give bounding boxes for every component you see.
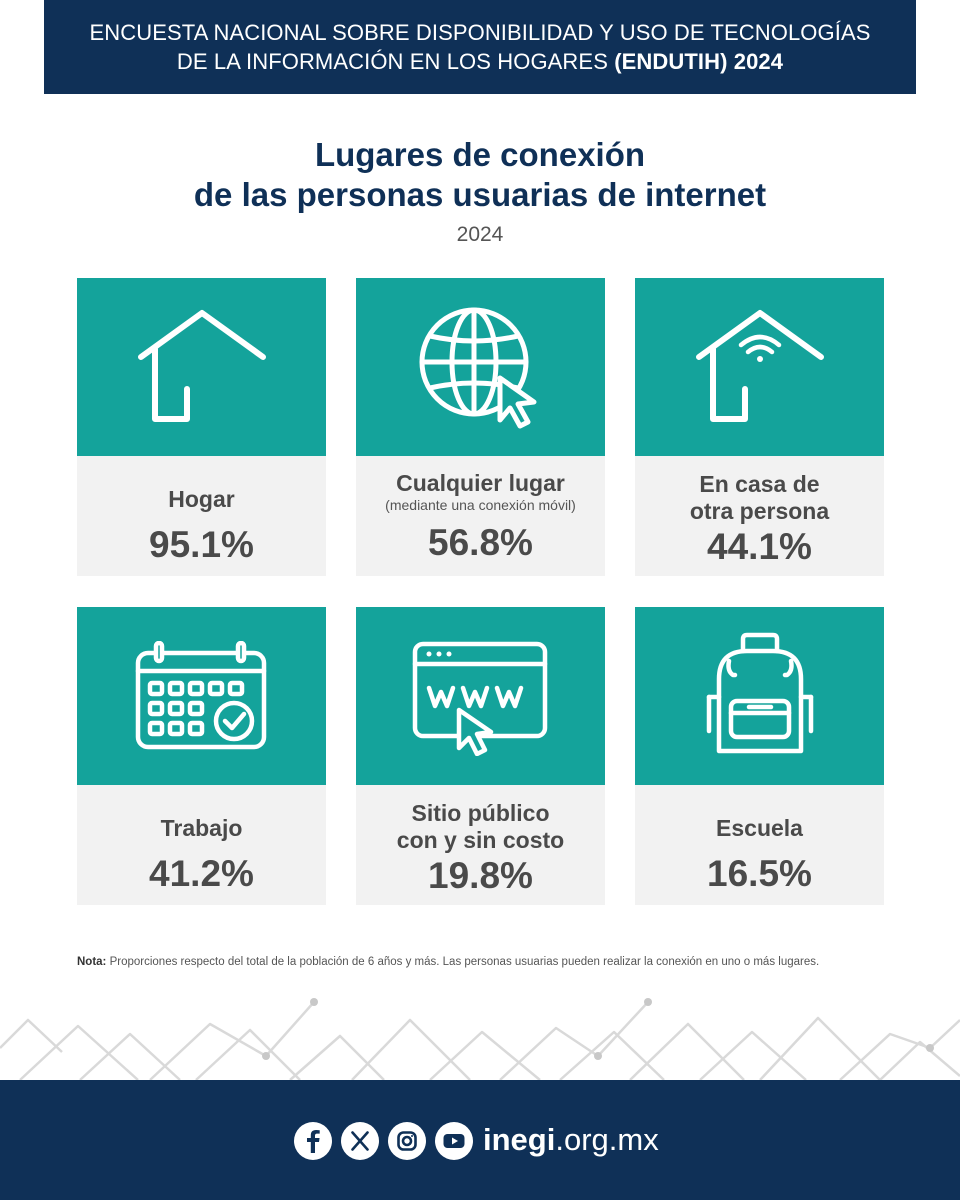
title-line-2: de las personas usuarias de internet bbox=[193, 176, 767, 213]
card-hogar: Hogar 95.1% bbox=[77, 278, 326, 576]
banner-line-2-bold: (ENDUTIH) 2024 bbox=[614, 49, 784, 74]
card-label: Trabajo bbox=[160, 815, 243, 841]
card-value: 41.2% bbox=[149, 853, 254, 894]
banner-line-1: ENCUESTA NACIONAL SOBRE DISPONIBILIDAD Y… bbox=[89, 20, 871, 45]
card-cualquier-lugar: Cualquier lugar (mediante una conexión m… bbox=[356, 278, 605, 576]
card-icon-box bbox=[77, 607, 326, 785]
x-icon[interactable] bbox=[341, 1122, 379, 1160]
card-label-box: Escuela 16.5% bbox=[635, 785, 884, 905]
page-title: Lugares de conexión de las personas usua… bbox=[0, 135, 960, 215]
card-value: 56.8% bbox=[428, 522, 533, 563]
card-value: 16.5% bbox=[707, 853, 812, 894]
website-link[interactable]: inegi.org.mx bbox=[483, 1120, 659, 1160]
card-escuela: Escuela 16.5% bbox=[635, 607, 884, 905]
card-value: 44.1% bbox=[707, 526, 812, 567]
website-domain-rest: .org.mx bbox=[555, 1122, 659, 1157]
banner-line-2-regular: DE LA INFORMACIÓN EN LOS HOGARES bbox=[176, 49, 615, 74]
instagram-icon[interactable] bbox=[388, 1122, 426, 1160]
globe-cursor-icon bbox=[419, 307, 536, 429]
footnote-prefix: Nota: bbox=[77, 956, 107, 968]
card-label: Hogar bbox=[168, 486, 235, 512]
title-line-1: Lugares de conexión bbox=[314, 136, 646, 173]
survey-banner: ENCUESTA NACIONAL SOBRE DISPONIBILIDAD Y… bbox=[44, 0, 916, 94]
footer-bar bbox=[0, 1080, 960, 1200]
card-trabajo: Trabajo 41.2% bbox=[77, 607, 326, 905]
website-domain-bold: inegi bbox=[483, 1122, 556, 1157]
card-label-line-1: En casa de bbox=[699, 471, 820, 497]
card-icon-box bbox=[356, 278, 605, 456]
footnote-text: Proporciones respecto del total de la po… bbox=[106, 956, 820, 968]
card-label-line-1: Sitio público bbox=[411, 800, 550, 826]
house-wifi-icon bbox=[695, 310, 824, 422]
card-label-line-2: con y sin costo bbox=[396, 827, 565, 853]
decorative-line-pattern bbox=[0, 998, 960, 1081]
title-year: 2024 bbox=[456, 223, 504, 246]
card-sitio-publico: Sitio público con y sin costo 19.8% bbox=[356, 607, 605, 905]
youtube-icon[interactable] bbox=[435, 1122, 473, 1160]
card-label-box: Cualquier lugar (mediante una conexión m… bbox=[356, 456, 605, 576]
card-label-box: En casa de otra persona 44.1% bbox=[635, 456, 884, 576]
footnote: Nota: Proporciones respecto del total de… bbox=[77, 954, 897, 970]
house-icon bbox=[137, 310, 266, 422]
card-value: 95.1% bbox=[149, 524, 254, 565]
card-label-box: Trabajo 41.2% bbox=[77, 785, 326, 905]
card-icon-box bbox=[356, 607, 605, 785]
card-value: 19.8% bbox=[428, 855, 533, 896]
banner-line-2: DE LA INFORMACIÓN EN LOS HOGARES (ENDUTI… bbox=[44, 47, 916, 76]
card-icon-box bbox=[635, 278, 884, 456]
calendar-check-icon bbox=[135, 641, 266, 750]
card-label-box: Hogar 95.1% bbox=[77, 456, 326, 576]
card-icon-box bbox=[635, 607, 884, 785]
card-casa-otra-persona: En casa de otra persona 44.1% bbox=[635, 278, 884, 576]
card-label-box: Sitio público con y sin costo 19.8% bbox=[356, 785, 605, 905]
card-sublabel: (mediante una conexión móvil) bbox=[385, 497, 576, 513]
card-label: Cualquier lugar bbox=[396, 470, 565, 496]
card-icon-box bbox=[77, 278, 326, 456]
backpack-icon bbox=[706, 632, 813, 754]
facebook-icon[interactable] bbox=[294, 1122, 332, 1160]
card-label-line-2: otra persona bbox=[689, 498, 830, 524]
card-label: Escuela bbox=[716, 815, 803, 841]
browser-www-icon bbox=[412, 641, 547, 756]
